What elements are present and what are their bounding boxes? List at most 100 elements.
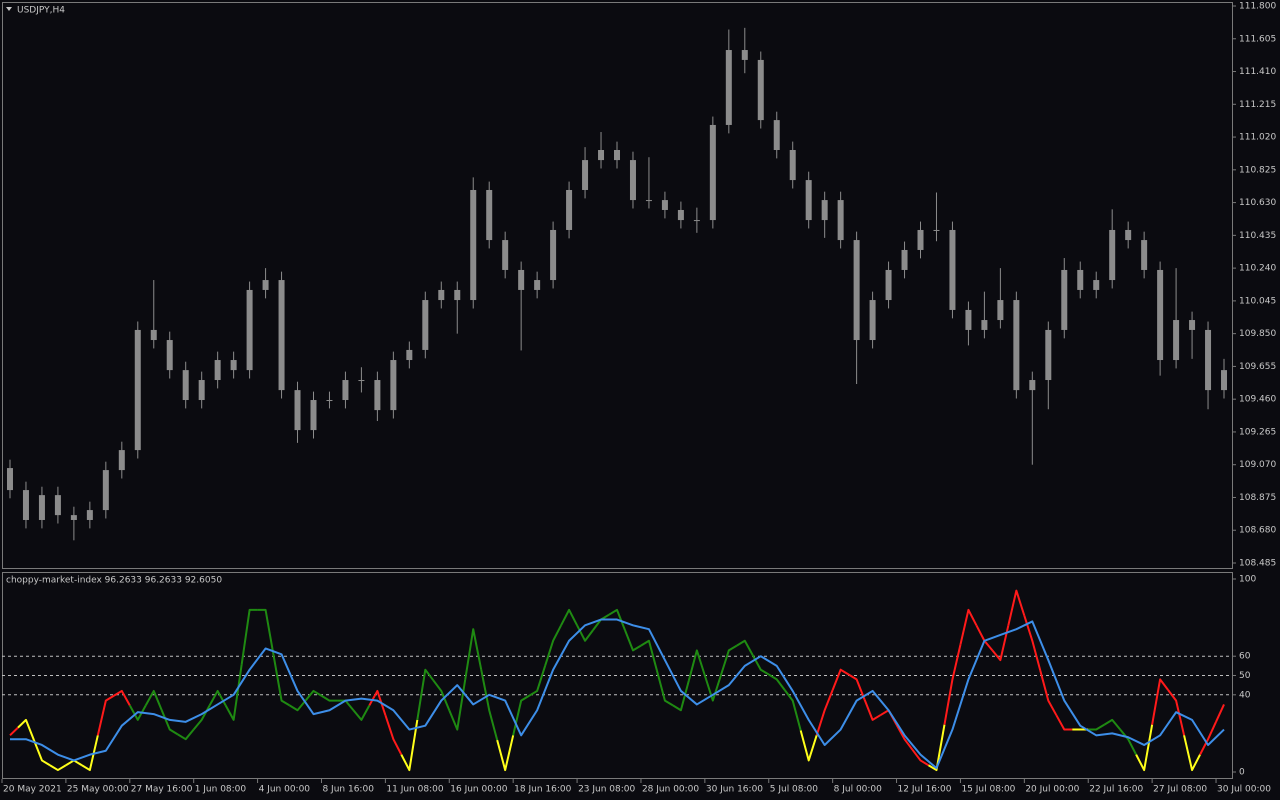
- indicator-segment: [831, 668, 850, 691]
- candle-body: [502, 240, 509, 270]
- candle-body: [230, 360, 237, 371]
- indicator-segment: [320, 694, 338, 702]
- candle-body: [150, 329, 157, 341]
- candle-body: [614, 149, 620, 161]
- candle-body: [534, 280, 541, 290]
- indicator-segment: [783, 689, 802, 731]
- indicator-segment: [448, 679, 467, 731]
- candle-body: [741, 50, 748, 60]
- y-tick-label: 110.435: [1239, 231, 1276, 241]
- candle-body: [1189, 320, 1196, 330]
- candle-body: [326, 400, 333, 402]
- y-tick-label: 111.800: [1239, 2, 1276, 12]
- candle-body: [725, 50, 732, 125]
- indicator-segment: [672, 680, 690, 712]
- candle-body: [773, 120, 780, 150]
- y-tick-label: 111.020: [1239, 133, 1276, 143]
- candle-body: [869, 300, 876, 341]
- indicator-segment: [1103, 718, 1121, 731]
- candle-body: [1173, 320, 1180, 361]
- candle-body: [933, 229, 940, 231]
- y-tick-label: 108.680: [1239, 526, 1276, 536]
- y-tick-label: 108.485: [1239, 559, 1276, 569]
- indicator-segment: [1183, 735, 1201, 772]
- indicator-segment: [655, 670, 674, 707]
- indicator-segment: [224, 664, 243, 721]
- indicator-segment: [1007, 589, 1026, 626]
- candle-body: [901, 249, 908, 270]
- dropdown-icon[interactable]: [6, 7, 12, 11]
- indicator-segment: [911, 749, 930, 767]
- candle-body: [134, 329, 141, 451]
- indicator-segment: [9, 726, 19, 737]
- candle-body: [1077, 269, 1084, 290]
- indicator-segment: [1199, 721, 1217, 756]
- indicator-segment: [640, 639, 658, 671]
- candle-body: [629, 160, 636, 201]
- signal-line: [9, 618, 1225, 770]
- candle-body: [54, 495, 61, 516]
- candle-body: [86, 510, 93, 520]
- candle-body: [198, 380, 205, 401]
- candle-body: [917, 229, 924, 250]
- y-tick-label: 110.240: [1239, 264, 1276, 274]
- y-tick-label: 50: [1239, 671, 1251, 681]
- candle-body: [118, 450, 125, 471]
- x-tick-label: 1 Jun 08:00: [195, 785, 247, 795]
- indicator-segment: [544, 624, 562, 667]
- indicator-segment: [736, 639, 754, 656]
- indicator-segment: [160, 709, 179, 736]
- indicator-title: choppy-market-index 96.2633 96.2633 92.6…: [6, 576, 222, 586]
- x-tick-label: 5 Jul 08:00: [770, 785, 819, 795]
- candle-body: [374, 380, 381, 411]
- indicator-segment: [703, 675, 722, 702]
- x-tick-label: 4 Jun 00:00: [259, 785, 311, 795]
- candle-body: [406, 349, 413, 361]
- indicator-segment: [719, 644, 738, 676]
- indicator-segment: [687, 649, 706, 681]
- candle-body: [390, 360, 397, 411]
- candle-body: [38, 495, 45, 520]
- indicator-segment: [177, 728, 195, 741]
- candle-body: [1045, 329, 1052, 381]
- y-tick-label: 108.875: [1239, 493, 1276, 503]
- candle-body: [885, 269, 892, 301]
- candle-body: [182, 370, 189, 401]
- y-tick-label: 109.070: [1239, 460, 1276, 470]
- x-tick-label: 28 Jun 00:00: [642, 785, 699, 795]
- y-tick-label: 110.825: [1239, 165, 1276, 175]
- candle-body: [1013, 300, 1020, 391]
- indicator-segment: [1055, 714, 1073, 731]
- indicator-segment: [1215, 704, 1225, 723]
- candle-body: [853, 240, 860, 341]
- x-tick-label: 23 Jun 08:00: [578, 785, 635, 795]
- y-tick-label: 111.410: [1239, 67, 1276, 77]
- candle-body: [1029, 380, 1036, 391]
- x-tick-label: 30 Jul 00:00: [1217, 785, 1271, 795]
- candle-body: [294, 390, 301, 431]
- indicator-segment: [608, 608, 626, 631]
- chart-title: USDJPY,H4: [17, 6, 65, 16]
- indicator-segment: [528, 665, 547, 697]
- y-tick-label: 60: [1239, 652, 1251, 662]
- x-tick-label: 11 Jun 08:00: [386, 785, 443, 795]
- y-tick-label: 110.045: [1239, 296, 1276, 306]
- candle-body: [1205, 329, 1212, 391]
- indicator-segment: [33, 739, 51, 767]
- indicator-segment: [49, 764, 67, 772]
- candle-body: [470, 189, 477, 301]
- candle-body: [949, 229, 956, 310]
- x-tick-label: 22 Jul 16:00: [1089, 785, 1143, 795]
- indicator-segment: [96, 694, 115, 736]
- candle-body: [310, 400, 317, 431]
- candle-body: [166, 340, 173, 371]
- x-tick-label: 8 Jul 00:00: [834, 785, 883, 795]
- candle-body: [757, 59, 764, 121]
- x-tick-label: 12 Jul 16:00: [898, 785, 952, 795]
- y-tick-label: 109.850: [1239, 329, 1276, 339]
- x-tick-label: 25 May 00:00: [67, 785, 129, 795]
- candle-body: [1221, 370, 1228, 391]
- candle-body: [70, 515, 77, 520]
- candle-body: [805, 180, 812, 221]
- candle-body: [789, 149, 796, 181]
